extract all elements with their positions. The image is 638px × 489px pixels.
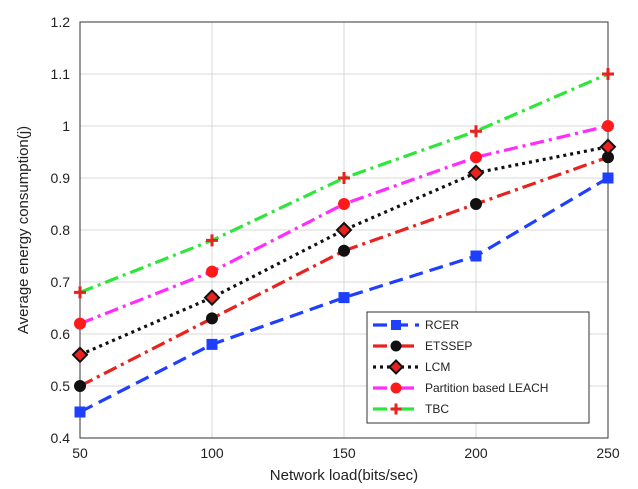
data-point — [338, 244, 350, 257]
data-point — [206, 234, 218, 247]
y-tick-label: 0.8 — [51, 222, 71, 238]
axes — [79, 21, 609, 439]
data-point — [602, 172, 614, 184]
axes-box — [79, 21, 609, 439]
data-point — [599, 138, 617, 156]
y-tick-label: 0.9 — [51, 170, 71, 186]
legend-marker — [390, 403, 402, 415]
legend-item: TBC — [373, 402, 449, 416]
legend-label: LCM — [425, 360, 450, 374]
data-point — [338, 198, 350, 210]
data-point — [470, 125, 482, 138]
data-point — [602, 120, 614, 132]
legend: RCER ETSSEP LCM Partition based LEACH TBC — [366, 311, 590, 424]
data-point — [74, 406, 86, 418]
series-line — [79, 72, 609, 294]
data-point — [74, 380, 86, 392]
data-point — [206, 312, 218, 325]
legend-item: RCER — [373, 318, 459, 332]
data-point — [335, 221, 353, 239]
data-point — [74, 317, 86, 330]
series-lcm — [71, 138, 617, 364]
legend-label: Partition based LEACH — [425, 381, 548, 395]
legend-marker — [388, 359, 404, 375]
legend-label: RCER — [425, 318, 459, 332]
legend-marker — [390, 340, 402, 352]
data-point — [470, 151, 482, 164]
data-point — [206, 338, 218, 350]
legend-marker — [390, 382, 402, 394]
data-point — [71, 346, 89, 364]
x-tick-label: 50 — [72, 445, 88, 461]
series-tbc — [74, 68, 614, 299]
y-tick-label: 1 — [62, 118, 70, 134]
y-tick-label: 0.5 — [51, 378, 71, 394]
legend-label: ETSSEP — [425, 339, 472, 353]
data-point — [338, 292, 350, 304]
data-point — [203, 289, 221, 307]
y-axis-label: Average energy consumption(j) — [15, 126, 32, 334]
data-point — [467, 164, 485, 182]
data-point — [470, 198, 482, 210]
y-tick-label: 0.4 — [51, 430, 71, 446]
data-point — [602, 68, 614, 80]
tick-labels: 50 100 150 200 250 0.4 0.5 0.6 0.7 0.8 0.9 1 1.1 1.2 — [51, 14, 620, 461]
data-point — [74, 286, 86, 299]
legend-item: ETSSEP — [373, 339, 472, 353]
x-tick-label: 150 — [332, 445, 356, 461]
legend-label: TBC — [425, 402, 449, 416]
y-tick-label: 1.1 — [51, 66, 71, 82]
y-tick-label: 0.6 — [51, 326, 71, 342]
legend-marker — [391, 320, 401, 330]
data-point — [470, 250, 482, 262]
x-tick-label: 250 — [596, 445, 620, 461]
y-tick-label: 0.7 — [51, 274, 71, 290]
legend-item: Partition based LEACH — [373, 381, 548, 395]
legend-item: LCM — [373, 359, 450, 375]
data-point — [338, 172, 350, 184]
series-etssep — [74, 151, 614, 392]
data-point — [206, 265, 218, 278]
x-tick-label: 200 — [464, 445, 488, 461]
series-group — [71, 68, 617, 418]
x-axis-label: Network load(bits/sec) — [270, 467, 418, 484]
series-partition-based-leach — [74, 120, 614, 330]
series-rcer — [74, 172, 614, 418]
x-tick-label: 100 — [200, 445, 224, 461]
y-tick-label: 1.2 — [51, 14, 71, 30]
